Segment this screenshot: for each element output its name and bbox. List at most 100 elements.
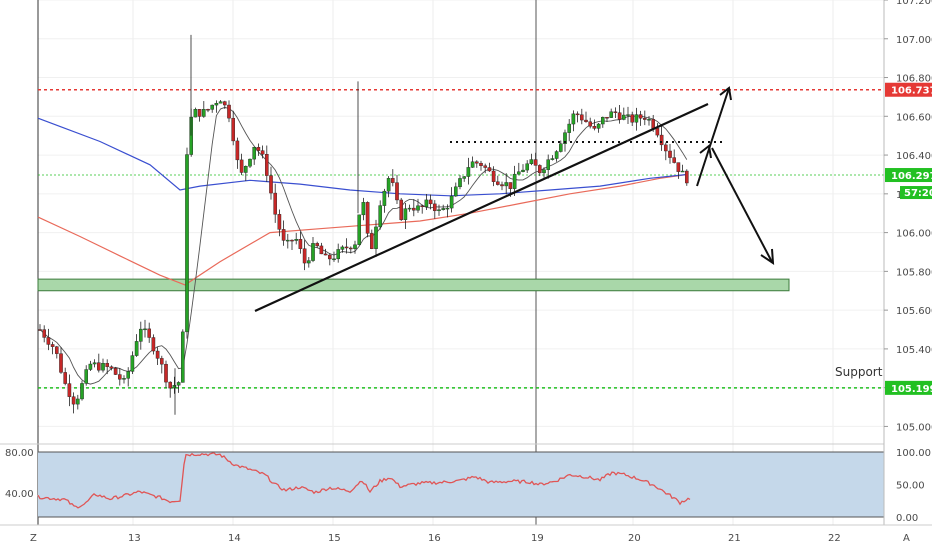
candle-body — [130, 355, 135, 372]
candle-body — [483, 165, 488, 168]
price-tick-label: 106.600 — [896, 112, 932, 123]
candle-body — [554, 151, 559, 159]
candle-body — [685, 170, 689, 184]
candle-body — [84, 369, 88, 384]
candle-body — [180, 331, 185, 383]
candle-body — [164, 363, 168, 383]
price-tick-label: 106.000 — [896, 229, 932, 240]
candle-body — [441, 208, 446, 210]
candle-body — [491, 170, 496, 182]
bearish-scenario-arrow — [711, 147, 775, 265]
candle-body — [512, 173, 517, 189]
candle-body — [176, 382, 181, 386]
candle-body — [647, 119, 651, 121]
candle-body — [75, 398, 80, 405]
timezone-button[interactable]: Z — [30, 533, 37, 544]
time-label: 15 — [328, 533, 341, 544]
rsi-band — [38, 452, 884, 517]
candle-body — [143, 328, 147, 331]
candle-body — [517, 171, 521, 175]
candle-body — [395, 182, 399, 201]
candle-body — [172, 385, 177, 389]
red-moving-average — [37, 173, 689, 286]
price-tick-label: 107.000 — [896, 35, 932, 46]
candles — [38, 34, 689, 415]
candle-body — [617, 112, 622, 120]
candle-body — [466, 167, 471, 177]
candle-body — [155, 350, 160, 359]
candle-body — [344, 246, 349, 249]
candle-body — [370, 233, 374, 249]
support-zone — [37, 278, 790, 292]
candle-body — [126, 371, 130, 379]
candle-body — [407, 207, 412, 210]
candle-body — [336, 249, 341, 260]
support-badge: 105.199 — [885, 380, 932, 395]
countdown-badge: 57:20 — [900, 186, 932, 200]
candle-body — [59, 353, 63, 373]
svg-text:106.297: 106.297 — [891, 171, 932, 182]
candle-body — [571, 113, 576, 125]
candle-body — [185, 154, 189, 333]
auto-scale-button[interactable]: A — [903, 533, 910, 544]
candle-body — [630, 114, 634, 123]
candle-body — [227, 104, 231, 119]
candle-body — [374, 226, 378, 249]
time-axis: 13 14 15 16 19 20 21 22 — [128, 533, 841, 544]
candle-body — [134, 341, 139, 356]
candle-body — [235, 140, 240, 161]
ascending-trendline — [254, 102, 709, 313]
candle-body — [328, 254, 332, 260]
candle-body — [311, 243, 315, 261]
candle-body — [265, 154, 269, 176]
candle-body — [378, 205, 383, 228]
candle-body — [496, 181, 500, 185]
candle-body — [592, 126, 597, 129]
rsi-line — [37, 452, 691, 509]
candle-body — [67, 383, 72, 397]
candle-body — [412, 207, 416, 211]
candle-body — [71, 396, 76, 405]
candle-body — [622, 114, 626, 120]
candle-body — [231, 117, 236, 142]
candle-body — [508, 182, 513, 189]
candle-body — [542, 169, 546, 174]
rsi-tick-80: 80.00 — [5, 448, 34, 459]
gray-moving-average — [39, 106, 688, 385]
time-label: 21 — [728, 533, 741, 544]
candle-body — [386, 178, 391, 192]
price-tick-label: 107.200 — [896, 0, 932, 7]
candle-body — [487, 167, 492, 172]
candle-body — [651, 119, 655, 129]
candle-body — [525, 163, 529, 171]
candle-body — [680, 170, 685, 173]
time-label: 20 — [628, 533, 641, 544]
candle-body — [38, 329, 42, 331]
candle-body — [210, 104, 215, 110]
candle-body — [638, 114, 643, 119]
candle-body — [273, 192, 278, 215]
candle-body — [290, 239, 294, 242]
candle-body — [353, 244, 357, 249]
current-price-badge: 106.297 — [885, 168, 932, 183]
candle-body — [319, 245, 324, 255]
candle-body — [252, 146, 257, 160]
price-tick-label: 106.800 — [896, 74, 932, 85]
candle-body — [239, 159, 244, 173]
candle-body — [307, 260, 311, 264]
candle-body — [546, 159, 550, 170]
candle-body — [243, 165, 248, 173]
candle-body — [294, 238, 299, 241]
candle-body — [214, 103, 219, 106]
time-label: 13 — [128, 533, 141, 544]
candle-body — [676, 162, 681, 172]
candle-body — [420, 205, 425, 208]
candle-body — [138, 328, 143, 342]
candle-body — [500, 184, 504, 187]
candle-body — [340, 246, 345, 250]
candle-body — [580, 114, 584, 121]
candle-body — [533, 159, 538, 166]
candle-body — [269, 175, 273, 194]
candle-body — [206, 109, 210, 111]
candle-body — [147, 328, 152, 338]
